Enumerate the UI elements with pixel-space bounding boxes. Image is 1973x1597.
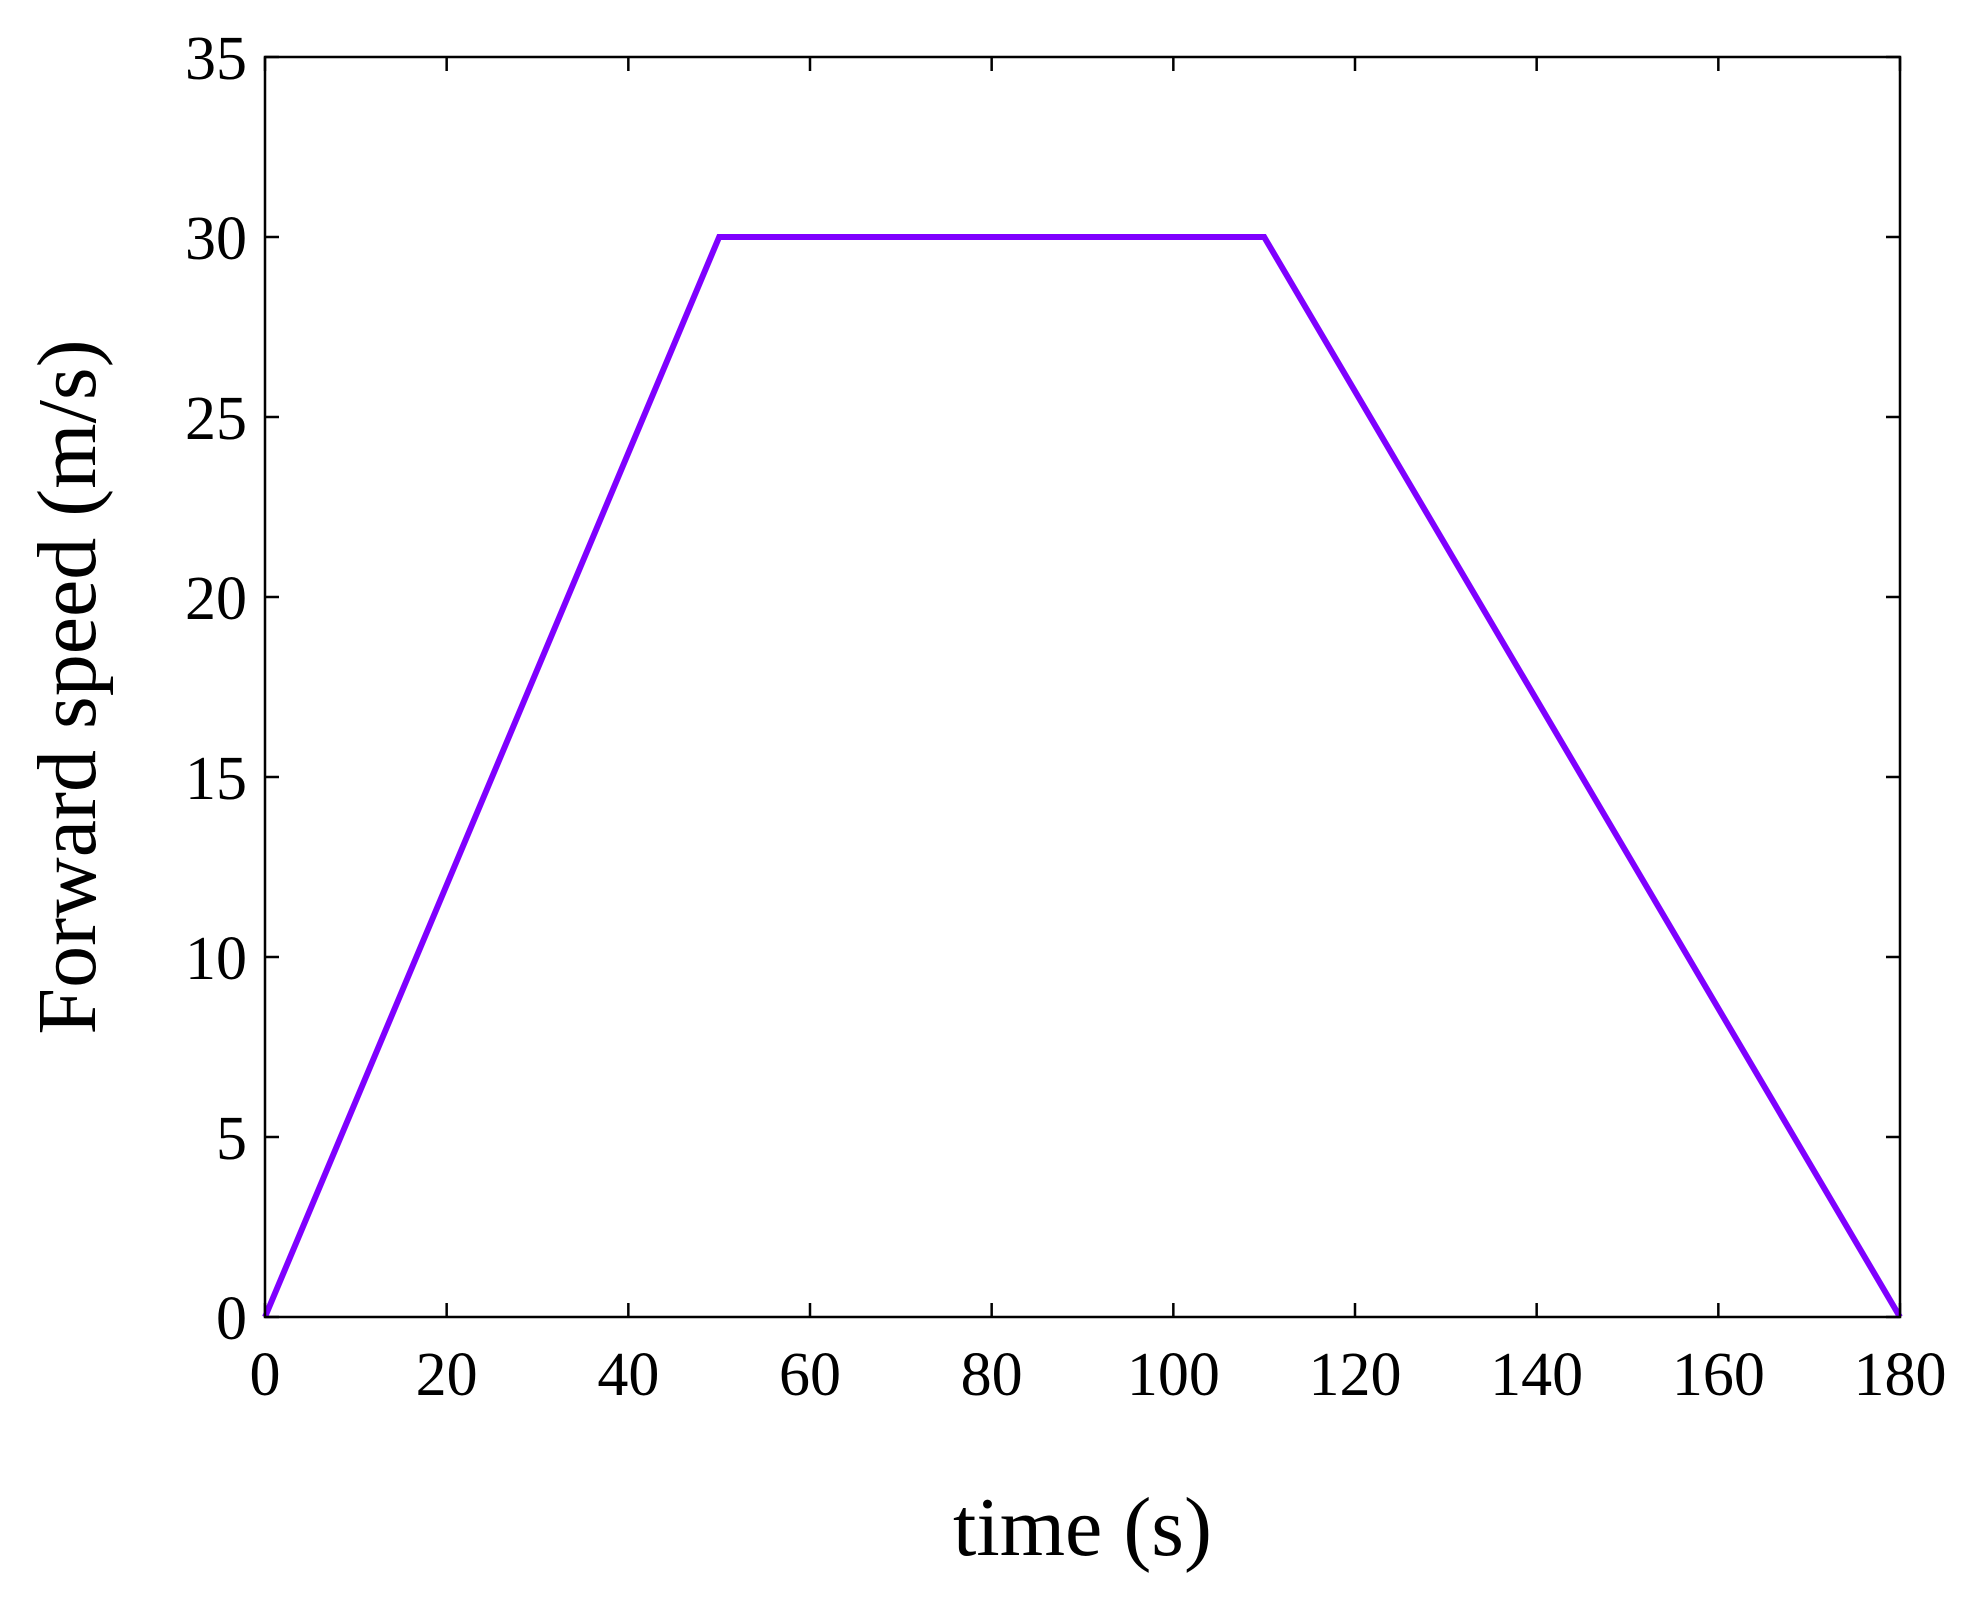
y-tick-label: 5 (216, 1105, 247, 1173)
x-tick-label: 180 (1854, 1341, 1947, 1409)
y-tick-label: 30 (185, 205, 247, 273)
y-tick-label: 15 (185, 745, 247, 813)
y-tick-label: 0 (216, 1285, 247, 1353)
y-tick-label: 25 (185, 385, 247, 453)
x-tick-label: 80 (961, 1341, 1023, 1409)
x-tick-label: 0 (250, 1341, 281, 1409)
x-tick-label: 120 (1309, 1341, 1402, 1409)
plot-frame (263, 55, 1902, 1319)
x-axis-title: time (s) (953, 1481, 1212, 1574)
labels-layer: 0 20 40 60 80 100 120 140 160 180 0 5 10 15 20 25 30 35 (185, 25, 1947, 1409)
y-tick-label: 10 (185, 925, 247, 993)
series-line (262, 234, 1903, 1319)
x-tick-label: 160 (1672, 1341, 1765, 1409)
y-axis-title: Forward speed (m/s) (21, 339, 114, 1034)
ticks-layer (263, 55, 1902, 1319)
series-layer (262, 234, 1903, 1319)
y-tick-label: 20 (185, 565, 247, 633)
x-tick-label: 60 (779, 1341, 841, 1409)
x-tick-label: 100 (1127, 1341, 1220, 1409)
x-tick-label: 20 (416, 1341, 478, 1409)
y-tick-label: 35 (185, 25, 247, 93)
x-tick-label: 40 (597, 1341, 659, 1409)
x-tick-label: 140 (1490, 1341, 1583, 1409)
